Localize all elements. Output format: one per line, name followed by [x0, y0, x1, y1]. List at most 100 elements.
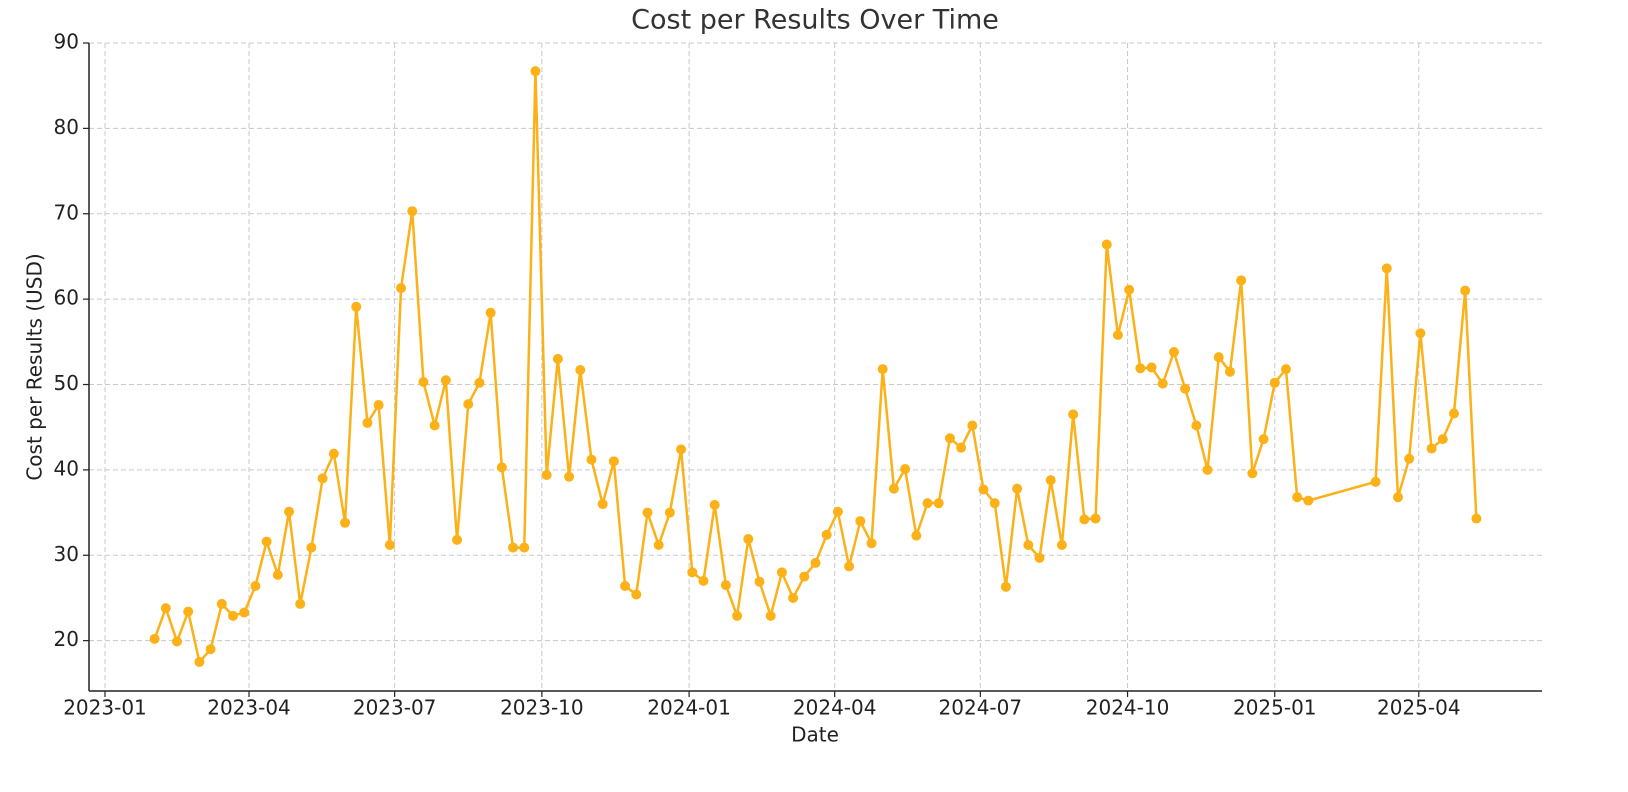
- x-tick-label: 2024-04: [793, 696, 877, 720]
- data-point: [474, 377, 485, 388]
- data-point: [228, 610, 239, 621]
- data-point: [1269, 377, 1280, 388]
- data-point: [328, 448, 339, 459]
- data-point: [261, 536, 272, 547]
- data-point: [284, 506, 295, 517]
- data-point: [1034, 552, 1045, 563]
- data-point: [1392, 492, 1403, 503]
- data-point: [810, 557, 821, 568]
- data-point: [1023, 540, 1034, 551]
- data-point: [552, 353, 563, 364]
- data-point: [183, 606, 194, 617]
- data-point: [564, 471, 575, 482]
- data-point: [340, 517, 351, 528]
- data-point: [463, 399, 474, 410]
- data-point: [272, 569, 283, 580]
- data-point: [160, 603, 171, 614]
- x-tick-label: 2023-04: [207, 696, 291, 720]
- data-point: [362, 417, 373, 428]
- data-point: [317, 473, 328, 484]
- y-tick-label: 60: [54, 286, 79, 310]
- data-point: [844, 561, 855, 572]
- data-point: [1404, 453, 1415, 464]
- data-point: [407, 206, 418, 217]
- data-point: [519, 542, 530, 553]
- data-point: [911, 530, 922, 541]
- data-point: [205, 644, 216, 655]
- data-point: [597, 499, 608, 510]
- data-point: [1157, 378, 1168, 389]
- data-point: [1292, 492, 1303, 503]
- data-point: [788, 592, 799, 603]
- data-point: [1168, 347, 1179, 358]
- data-point: [732, 610, 743, 621]
- data-point: [149, 633, 160, 644]
- data-point: [194, 656, 205, 667]
- data-point: [1213, 352, 1224, 363]
- data-point: [440, 375, 451, 386]
- data-point: [1000, 581, 1011, 592]
- data-point: [1090, 513, 1101, 524]
- data-point: [306, 542, 317, 553]
- data-point: [1191, 420, 1202, 431]
- x-tick-label: 2024-07: [939, 696, 1023, 720]
- data-point: [1101, 239, 1112, 250]
- data-point: [1079, 514, 1090, 525]
- data-point: [978, 484, 989, 495]
- data-point: [384, 540, 395, 551]
- data-point: [216, 598, 227, 609]
- x-axis-label: Date: [791, 723, 839, 747]
- data-point: [1135, 363, 1146, 374]
- data-point: [1448, 408, 1459, 419]
- data-point: [1045, 475, 1056, 486]
- data-point: [1202, 464, 1213, 475]
- data-point: [508, 542, 519, 553]
- data-point: [1460, 285, 1471, 296]
- x-tick-label: 2025-04: [1377, 696, 1461, 720]
- data-point: [396, 283, 407, 294]
- data-point: [1012, 483, 1023, 494]
- data-point: [698, 575, 709, 586]
- data-point: [821, 529, 832, 540]
- data-point: [351, 301, 362, 312]
- data-point: [429, 420, 440, 431]
- y-tick-label: 90: [54, 30, 79, 54]
- data-point: [1258, 434, 1269, 445]
- data-point: [653, 540, 664, 551]
- data-point: [1303, 495, 1314, 506]
- data-point: [1415, 328, 1426, 339]
- x-tick-label: 2025-01: [1233, 696, 1317, 720]
- data-point: [373, 399, 384, 410]
- data-point: [541, 470, 552, 480]
- data-point: [776, 567, 787, 578]
- data-point: [1437, 434, 1448, 445]
- data-point: [1370, 476, 1381, 487]
- data-point: [1471, 513, 1482, 524]
- data-point: [496, 462, 507, 473]
- data-point: [1236, 275, 1247, 286]
- y-axis-label: Cost per Results (USD): [23, 253, 47, 480]
- data-point: [608, 456, 619, 467]
- data-point: [1381, 263, 1392, 274]
- data-point: [1224, 366, 1235, 377]
- data-point: [799, 571, 810, 582]
- x-tick-label: 2023-07: [353, 696, 437, 720]
- data-point: [1146, 362, 1157, 373]
- data-point: [933, 498, 944, 509]
- data-point: [1180, 383, 1191, 394]
- chart-title: Cost per Results Over Time: [631, 5, 999, 36]
- data-point: [989, 498, 1000, 509]
- y-tick-label: 20: [54, 627, 79, 651]
- y-tick-label: 70: [54, 200, 79, 224]
- data-point: [1068, 409, 1079, 420]
- data-point: [743, 534, 754, 545]
- data-point: [239, 607, 250, 618]
- data-point: [888, 483, 899, 494]
- x-tick-label: 2023-10: [500, 696, 584, 720]
- x-tick-label: 2024-10: [1086, 696, 1170, 720]
- data-point: [900, 464, 911, 475]
- data-point: [1112, 329, 1123, 340]
- data-point: [765, 610, 776, 621]
- data-point: [664, 507, 675, 518]
